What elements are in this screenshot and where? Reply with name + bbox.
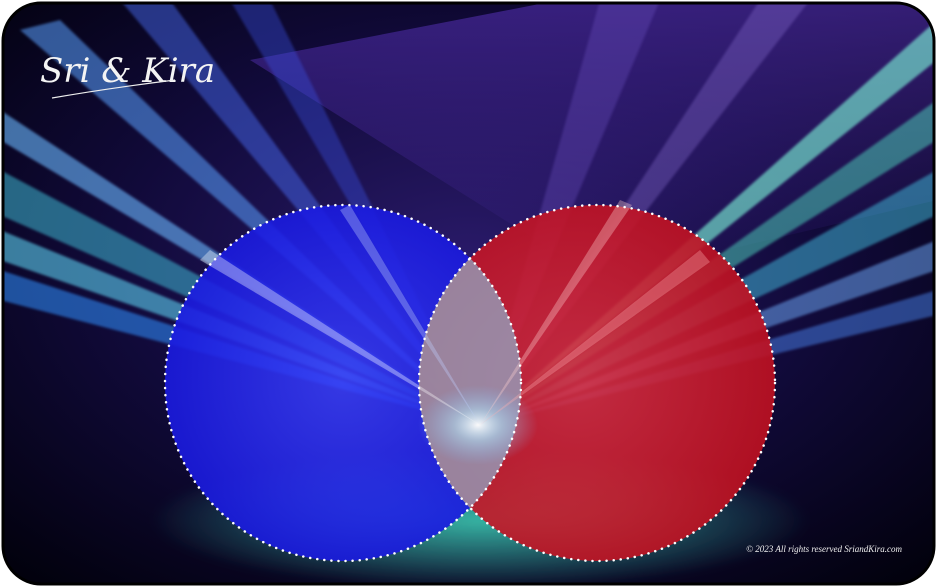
blue-outline [163, 203, 523, 563]
blue-circle [165, 205, 521, 561]
beam-core [418, 385, 538, 465]
logo-underline [51, 79, 176, 99]
circle-beams [200, 200, 710, 425]
copyright: © 2023 All rights reserved SriandKira.co… [746, 544, 902, 554]
logo: Sri & Kira [40, 51, 215, 91]
red-circle [419, 205, 775, 561]
red-outline [417, 203, 777, 563]
